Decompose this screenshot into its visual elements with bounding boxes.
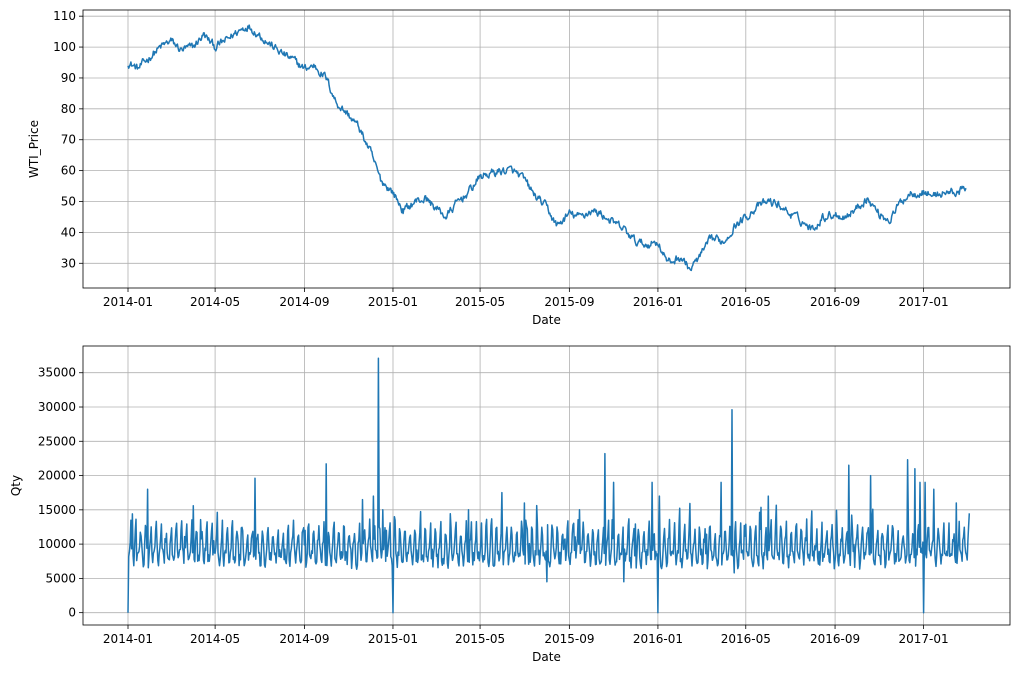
x-tick-label: 2016-01 (633, 632, 683, 646)
y-tick-label: 20000 (38, 469, 76, 483)
y-tick-label: 80 (61, 102, 76, 116)
x-tick-label: 2015-05 (455, 295, 505, 309)
y-tick-label: 0 (68, 606, 76, 620)
y-tick-label: 70 (61, 133, 76, 147)
x-tick-label: 2015-01 (368, 632, 418, 646)
y-tick-label: 90 (61, 71, 76, 85)
y-tick-label: 10000 (38, 537, 76, 551)
x-axis-label: Date (532, 313, 561, 327)
x-tick-label: 2015-09 (544, 632, 594, 646)
data-line (127, 24, 967, 272)
x-tick-label: 2014-09 (279, 632, 329, 646)
y-tick-label: 100 (53, 40, 76, 54)
y-tick-label: 50 (61, 195, 76, 209)
data-line (127, 357, 971, 614)
x-tick-label: 2016-05 (721, 632, 771, 646)
x-tick-label: 2016-05 (721, 295, 771, 309)
x-tick-label: 2015-01 (368, 295, 418, 309)
x-tick-label: 2016-09 (810, 295, 860, 309)
x-tick-label: 2015-09 (544, 295, 594, 309)
y-tick-label: 40 (61, 225, 76, 239)
x-tick-label: 2014-05 (190, 295, 240, 309)
y-axis-label: WTI_Price (27, 120, 41, 178)
x-tick-label: 2016-09 (810, 632, 860, 646)
x-axis-label: Date (532, 650, 561, 664)
x-tick-label: 2014-05 (190, 632, 240, 646)
x-tick-label: 2015-05 (455, 632, 505, 646)
wti-price-chart: 2014-01 2014-05 2014-09 2015-01 2015-05 2015-… (27, 9, 1011, 327)
y-tick-label: 5000 (45, 571, 76, 585)
y-tick-label: 110 (53, 9, 76, 23)
y-tick-label: 30000 (38, 400, 76, 414)
y-tick-label: 15000 (38, 503, 76, 517)
y-tick-label: 35000 (38, 366, 76, 380)
y-tick-label: 25000 (38, 434, 76, 448)
y-tick-label: 30 (61, 256, 76, 270)
x-tick-label: 2014-09 (279, 295, 329, 309)
y-axis-label: Qty (9, 475, 23, 496)
y-tick-label: 60 (61, 164, 76, 178)
x-tick-label: 2016-01 (633, 295, 683, 309)
x-tick-label: 2014-01 (103, 295, 153, 309)
axes-frame (82, 345, 1011, 626)
qty-chart: 2014-01 2014-05 2014-09 2015-01 2015-05 2015-… (9, 345, 1011, 664)
x-tick-label: 2017-01 (899, 632, 949, 646)
x-tick-label: 2017-01 (899, 295, 949, 309)
axes-frame (82, 9, 1011, 289)
x-tick-label: 2014-01 (103, 632, 153, 646)
